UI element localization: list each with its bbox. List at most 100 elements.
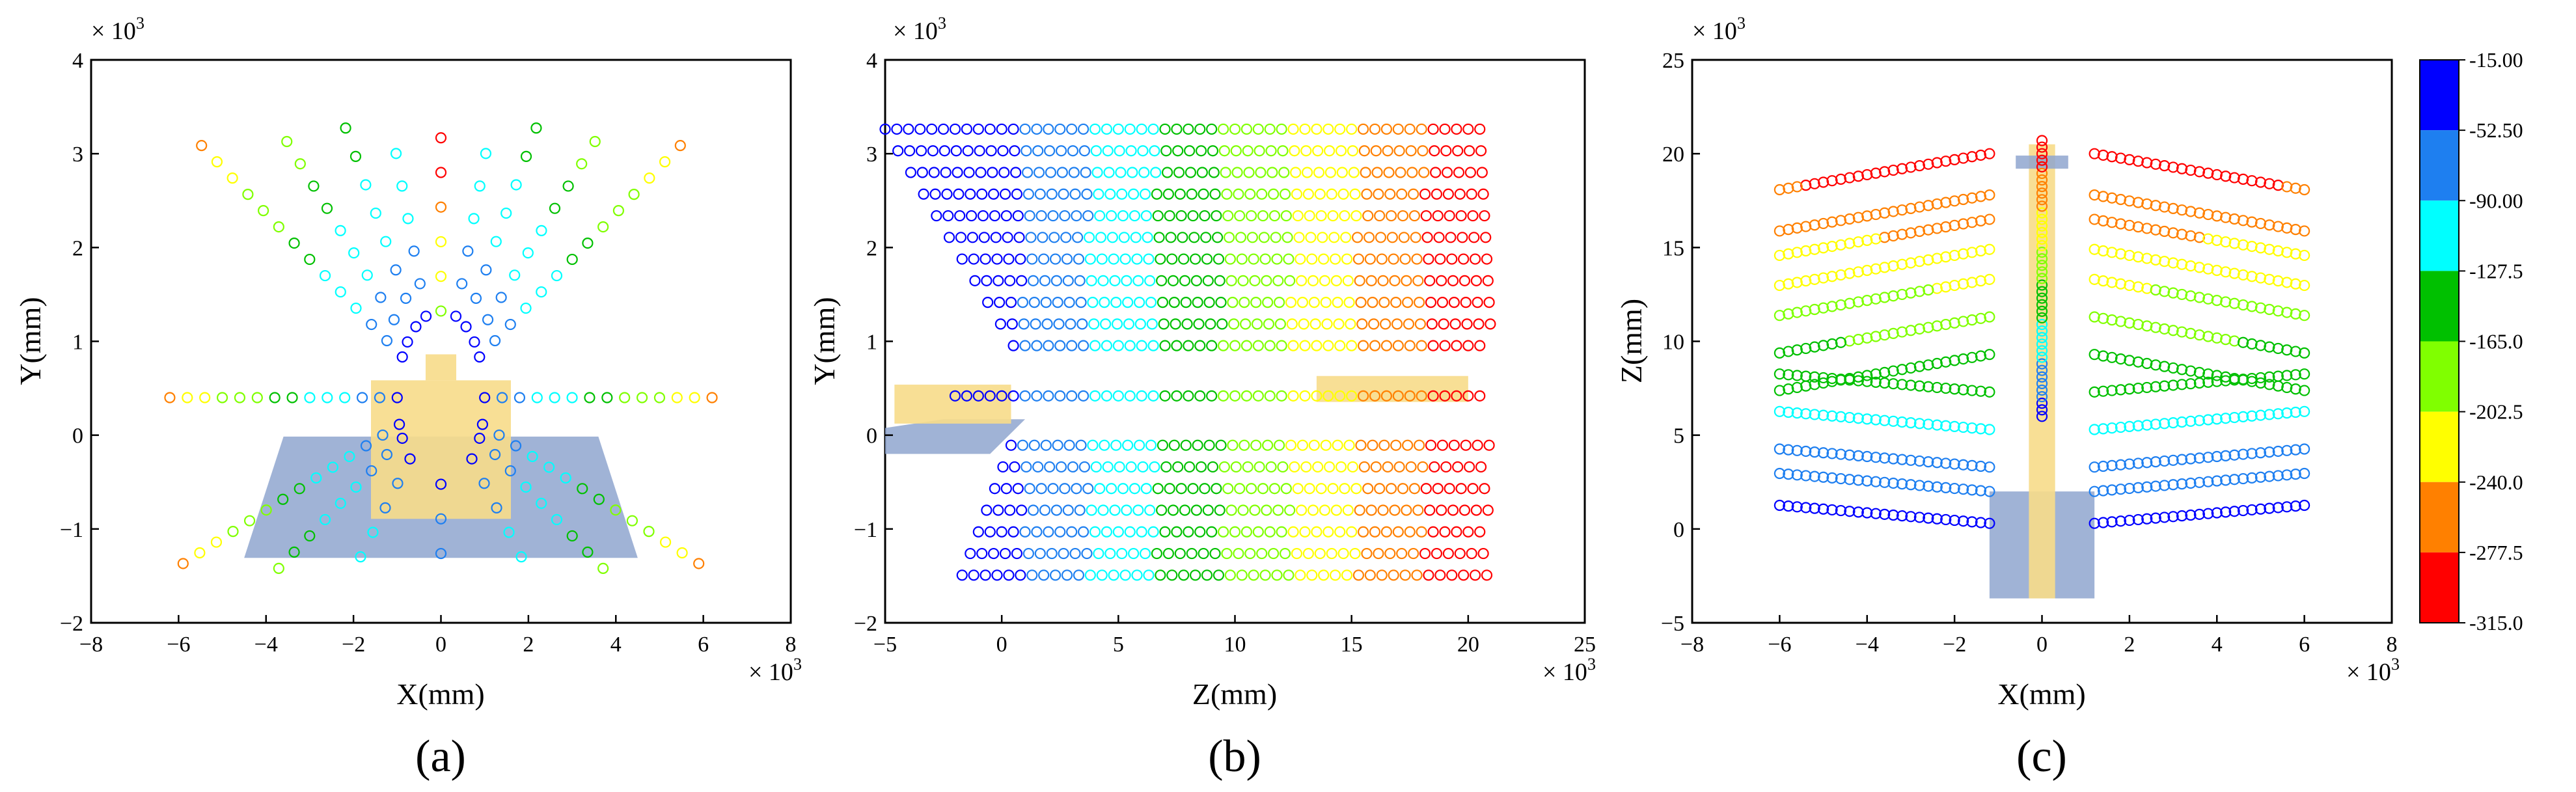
data-point xyxy=(367,526,379,538)
data-point xyxy=(2246,338,2258,350)
data-point xyxy=(941,188,953,200)
data-point xyxy=(1201,253,1213,265)
data-point xyxy=(2089,189,2100,201)
data-point xyxy=(2228,372,2240,385)
data-point xyxy=(2036,345,2048,357)
data-point xyxy=(1389,504,1401,516)
data-point xyxy=(1940,382,1952,394)
data-point xyxy=(2202,452,2214,463)
data-point xyxy=(963,167,975,178)
data-point xyxy=(1250,439,1262,451)
data-point xyxy=(1185,167,1197,178)
data-point xyxy=(2036,358,2048,370)
data-point xyxy=(530,122,542,134)
data-point xyxy=(939,145,950,157)
data-point xyxy=(1307,504,1319,516)
data-point xyxy=(1264,390,1276,402)
data-point xyxy=(1239,297,1250,308)
data-point xyxy=(1458,569,1470,581)
data-point xyxy=(182,392,193,403)
data-point xyxy=(1251,318,1263,330)
data-point xyxy=(1203,439,1215,451)
data-point xyxy=(1783,500,1794,512)
data-point xyxy=(2264,502,2275,514)
data-point xyxy=(1826,301,1838,312)
data-point xyxy=(2141,481,2153,493)
data-point xyxy=(1905,511,1917,523)
data-point xyxy=(227,526,239,538)
data-point xyxy=(1160,461,1172,473)
data-point xyxy=(2299,385,2310,396)
data-point xyxy=(1017,439,1029,451)
data-point xyxy=(2141,513,2153,525)
data-point xyxy=(1207,145,1219,157)
data-point xyxy=(294,483,305,495)
data-point xyxy=(226,172,238,184)
data-point xyxy=(1066,390,1078,402)
data-point xyxy=(527,450,538,463)
data-point xyxy=(1452,145,1464,157)
data-point xyxy=(2036,253,2048,265)
data-point xyxy=(2202,233,2214,245)
data-point xyxy=(1931,513,1943,525)
data-point xyxy=(1298,318,1309,330)
data-point xyxy=(1481,569,1493,581)
data-point xyxy=(1179,504,1191,516)
data-point xyxy=(1412,275,1424,286)
data-point xyxy=(1984,273,1995,285)
data-point xyxy=(1069,188,1081,200)
data-point xyxy=(1268,483,1281,495)
data-point xyxy=(1114,461,1125,473)
data-point xyxy=(612,205,624,217)
data-point xyxy=(2176,288,2188,301)
data-point xyxy=(1923,158,1934,170)
data-point xyxy=(479,392,491,403)
data-point xyxy=(1224,569,1236,581)
data-point xyxy=(2124,420,2135,433)
data-point xyxy=(2193,366,2205,378)
data-point xyxy=(536,497,547,510)
data-point xyxy=(1112,340,1124,351)
data-point xyxy=(2228,213,2240,225)
data-point xyxy=(1090,461,1102,473)
data-point xyxy=(1436,504,1447,516)
data-point xyxy=(1380,318,1391,330)
data-point xyxy=(991,569,1003,581)
data-point xyxy=(2299,249,2310,262)
data-point xyxy=(1321,318,1333,330)
data-point xyxy=(2254,242,2267,254)
data-point xyxy=(1322,526,1334,538)
data-point xyxy=(2264,273,2275,285)
data-point xyxy=(1413,297,1425,308)
data-point xyxy=(1067,461,1079,473)
data-point xyxy=(2106,484,2118,496)
data-point xyxy=(1290,167,1302,178)
data-point xyxy=(628,189,640,200)
data-point xyxy=(636,392,648,403)
data-point xyxy=(2150,381,2161,392)
data-point xyxy=(1931,282,1943,294)
x-tick-label: 8 xyxy=(786,633,797,657)
data-point xyxy=(1931,481,1943,493)
colorbar-blocks xyxy=(2420,60,2459,623)
data-point xyxy=(2141,419,2153,431)
data-point xyxy=(2228,267,2240,279)
data-point xyxy=(1116,188,1128,200)
data-point xyxy=(980,253,991,265)
data-point xyxy=(1966,422,1978,434)
data-point xyxy=(1931,198,1943,210)
data-point xyxy=(1949,249,1960,262)
data-point xyxy=(566,530,578,542)
data-point xyxy=(1324,461,1336,473)
data-point xyxy=(940,167,952,178)
data-point xyxy=(2036,266,2048,278)
data-point xyxy=(1227,439,1239,451)
data-point xyxy=(1949,317,1960,329)
data-point xyxy=(396,432,408,444)
data-point xyxy=(408,245,420,257)
data-point xyxy=(1284,504,1296,516)
data-point xyxy=(1342,275,1354,286)
colorbar-label: -52.50 xyxy=(2469,118,2523,142)
data-point xyxy=(1419,188,1431,200)
